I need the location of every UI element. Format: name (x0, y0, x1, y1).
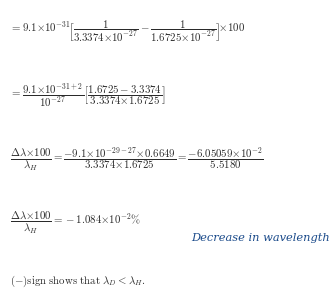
Text: $(-) \mathrm{sign\ shows\ that\ }\lambda_{D}<\lambda_{H}.$: $(-) \mathrm{sign\ shows\ that\ }\lambda… (10, 274, 145, 289)
Text: Decrease in wavelength.: Decrease in wavelength. (191, 233, 329, 243)
Text: $\dfrac{\Delta\lambda{\times}100}{\lambda_{H}}=\dfrac{-9.1{\times}10^{-29-27}{\t: $\dfrac{\Delta\lambda{\times}100}{\lambd… (10, 145, 264, 173)
Text: $=\dfrac{9.1{\times}10^{-31+2}}{10^{-27}}\left[\dfrac{1.6725-3.3374}{3.3374{\tim: $=\dfrac{9.1{\times}10^{-31+2}}{10^{-27}… (10, 82, 166, 109)
Text: $=9.1{\times}10^{-31}\!\left[\dfrac{1}{3.3374{\times}10^{-27}}-\dfrac{1}{1.6725{: $=9.1{\times}10^{-31}\!\left[\dfrac{1}{3… (10, 19, 245, 44)
Text: $\dfrac{\Delta\lambda{\times}100}{\lambda_{H}}=-1.084{\times}10^{-2}\%$: $\dfrac{\Delta\lambda{\times}100}{\lambd… (10, 210, 141, 236)
